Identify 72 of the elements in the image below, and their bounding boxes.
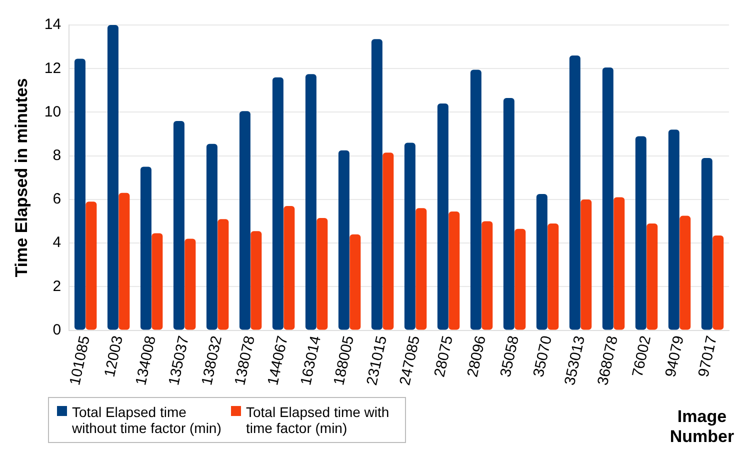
y-tick-label: 2 (52, 278, 62, 295)
bar (712, 235, 724, 330)
bar (482, 221, 493, 330)
bar (548, 223, 559, 330)
y-tick-label: 4 (52, 234, 62, 252)
bar (536, 194, 548, 330)
x-tick-label: 138032 (198, 334, 226, 387)
bar (646, 223, 658, 330)
y-axis-title: Time Elapsed in minutes (12, 78, 31, 278)
x-tick-label: 138078 (231, 334, 259, 387)
bar (448, 211, 460, 330)
bar (86, 202, 97, 330)
x-tick-label: 188005 (330, 334, 358, 387)
bar (437, 104, 448, 330)
bar (503, 98, 514, 330)
x-tick-label: 28096 (464, 334, 490, 379)
bar (514, 228, 526, 330)
x-tick-label: 76002 (629, 334, 654, 379)
bar (206, 144, 218, 330)
x-tick-label: 101085 (66, 334, 94, 387)
y-tick-label: 14 (44, 16, 62, 34)
bar (580, 199, 592, 330)
x-tick-label: 94079 (662, 334, 688, 379)
bar (173, 120, 184, 330)
y-tick-label: 12 (44, 60, 62, 77)
x-tick-label: 134008 (132, 334, 160, 387)
bar (272, 77, 284, 330)
y-tick-label: 0 (52, 321, 62, 338)
bar (382, 152, 394, 330)
bar (152, 233, 163, 330)
x-tick-label: 231015 (363, 334, 391, 387)
bar (635, 136, 646, 330)
x-tick-label: 144067 (264, 334, 292, 387)
x-tick-label: 163014 (297, 334, 325, 387)
y-tick-label: 10 (44, 103, 62, 120)
x-tick-label: 12003 (101, 334, 127, 379)
bar (316, 218, 328, 330)
y-tick-label: 6 (52, 190, 62, 208)
x-tick-label: 247085 (396, 334, 424, 387)
bar (239, 111, 250, 330)
x-tick-label: 35070 (530, 334, 556, 379)
x-tick-label: 97017 (695, 334, 720, 379)
bar (74, 58, 86, 330)
bar (668, 130, 680, 330)
x-tick-label: 28075 (431, 334, 456, 379)
x-tick-label: 135037 (166, 334, 193, 387)
bar (284, 206, 295, 330)
bar (701, 158, 712, 330)
x-tick-label: 35058 (497, 334, 522, 379)
y-tick-label: 8 (52, 146, 62, 164)
bar (371, 39, 382, 330)
bar (569, 56, 580, 330)
bar (470, 70, 482, 330)
bar (184, 238, 196, 330)
bar (118, 192, 130, 330)
legend-label: Total Elapsed time with time factor (min) (246, 404, 390, 436)
bar (338, 150, 350, 330)
bar (250, 231, 262, 330)
x-axis-title: Image Number (668, 407, 736, 447)
bar (350, 234, 361, 330)
x-tick-label: 368078 (594, 334, 622, 387)
legend-label: Total Elapsed time without time factor (min) (72, 404, 222, 436)
bar (218, 219, 229, 330)
bar (416, 208, 427, 330)
bar (680, 216, 691, 330)
bar (140, 166, 152, 330)
bar (404, 142, 416, 330)
bar (107, 25, 118, 330)
bar (305, 74, 316, 330)
bar (614, 197, 625, 330)
bar (602, 68, 614, 330)
x-tick-label: 353013 (561, 334, 588, 387)
